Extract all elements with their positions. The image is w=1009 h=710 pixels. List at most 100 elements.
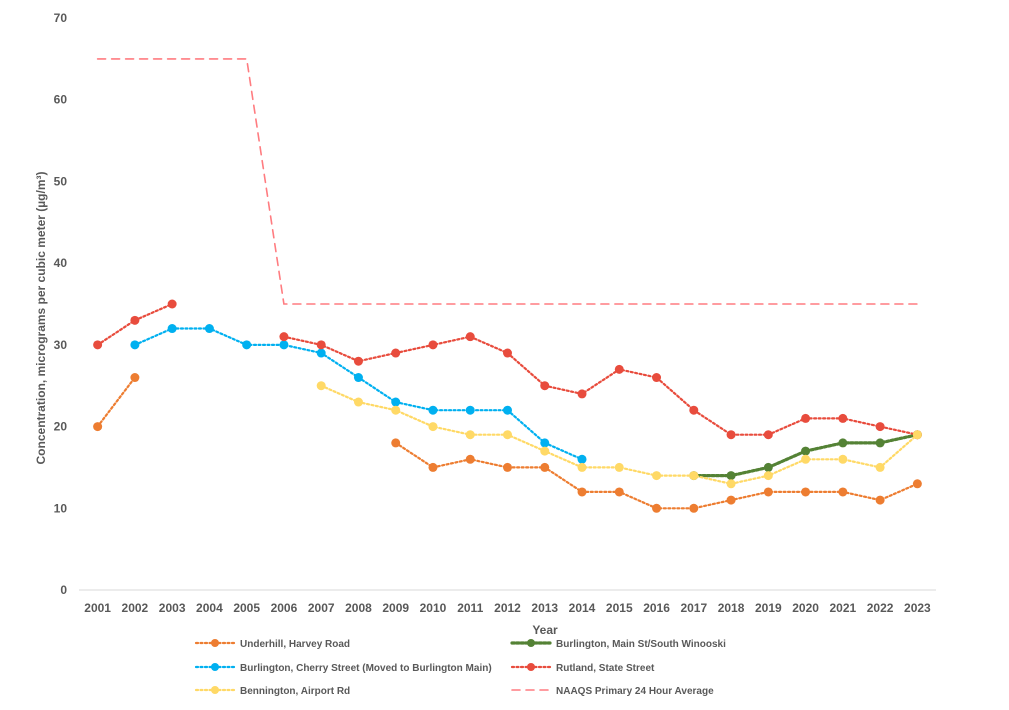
- y-axis-title-group: Concentration, micrograms per cubic mete…: [34, 172, 48, 465]
- data-point: [875, 495, 885, 505]
- y-tick-label: 10: [54, 501, 68, 515]
- data-point: [540, 462, 550, 472]
- data-point: [838, 413, 848, 423]
- data-point: [428, 340, 438, 350]
- data-point: [503, 348, 512, 358]
- x-tick-label: 2019: [755, 601, 782, 615]
- data-point: [540, 446, 550, 456]
- x-axis: 2001 2002 2003 2004 2005 2006 2007 2008 2009 2010…: [79, 589, 936, 615]
- data-point: [577, 462, 587, 472]
- y-tick-label: 20: [54, 420, 68, 434]
- data-point: [689, 405, 699, 415]
- data-point: [801, 413, 811, 423]
- x-tick-label: 2016: [643, 601, 670, 615]
- y-tick-label: 30: [54, 338, 68, 352]
- series-layer: [93, 58, 922, 513]
- series-line: [96, 376, 136, 428]
- series-3: [93, 299, 922, 440]
- y-tick-label: 0: [60, 583, 67, 597]
- x-tick-label: 2015: [606, 601, 633, 615]
- x-tick-label: 2002: [122, 601, 149, 615]
- x-tick-label: 2004: [196, 601, 223, 615]
- data-point: [465, 405, 475, 415]
- legend-item: Underhill, Harvey Road: [194, 639, 350, 650]
- data-point: [465, 454, 475, 464]
- data-point: [93, 340, 103, 350]
- data-point: [540, 381, 550, 391]
- x-tick-label: 2020: [792, 601, 819, 615]
- x-tick-label: 2011: [457, 601, 483, 615]
- legend-swatch-marker: [211, 663, 219, 671]
- data-point: [614, 462, 624, 472]
- x-tick-label: 2021: [829, 601, 856, 615]
- data-point: [428, 462, 438, 472]
- legend-swatch-marker: [527, 663, 535, 671]
- data-point: [391, 438, 401, 448]
- legend-swatch-marker: [211, 686, 219, 694]
- data-point: [577, 454, 587, 464]
- data-point: [93, 422, 103, 432]
- series-0: [93, 373, 922, 513]
- data-point: [279, 332, 289, 342]
- legend-item: NAAQS Primary 24 Hour Average: [511, 686, 714, 697]
- legend-swatch-marker: [211, 639, 219, 647]
- data-point: [391, 405, 401, 415]
- x-tick-label: 2001: [84, 601, 111, 615]
- y-axis-ticks: 0 10 20 30 40 50 60 70: [54, 11, 68, 597]
- data-point: [801, 454, 811, 464]
- series-line: [282, 335, 919, 436]
- x-tick-label: 2018: [718, 601, 745, 615]
- data-point: [726, 430, 736, 440]
- legend-label: Bennington, Airport Rd: [240, 686, 350, 697]
- legend-label: Burlington, Main St/South Winooski: [556, 639, 726, 650]
- data-point: [763, 487, 773, 497]
- data-point: [652, 503, 662, 513]
- legend-item: Rutland, State Street: [510, 663, 655, 674]
- data-point: [838, 454, 848, 464]
- legend-label: NAAQS Primary 24 Hour Average: [556, 686, 714, 697]
- data-point: [726, 471, 736, 481]
- data-point: [503, 430, 512, 440]
- data-point: [167, 324, 177, 334]
- y-tick-label: 40: [54, 256, 68, 270]
- x-tick-label: 2003: [159, 601, 186, 615]
- x-tick-label: 2022: [867, 601, 894, 615]
- x-tick-label: 2007: [308, 601, 335, 615]
- data-point: [652, 471, 662, 481]
- data-point: [875, 438, 885, 448]
- data-point: [391, 397, 401, 407]
- data-point: [130, 315, 140, 325]
- legend-item: Burlington, Cherry Street (Moved to Burl…: [194, 663, 492, 674]
- data-point: [763, 462, 773, 472]
- y-tick-label: 50: [54, 174, 68, 188]
- data-point: [577, 487, 587, 497]
- series-2: [130, 324, 587, 464]
- legend-label: Burlington, Cherry Street (Moved to Burl…: [240, 663, 492, 674]
- x-tick-label: 2008: [345, 601, 372, 615]
- data-point: [726, 495, 736, 505]
- legend-item: Bennington, Airport Rd: [194, 686, 350, 697]
- data-point: [801, 446, 811, 456]
- data-point: [577, 389, 587, 399]
- x-tick-label: 2009: [382, 601, 409, 615]
- data-point: [838, 487, 848, 497]
- y-tick-label: 60: [54, 93, 68, 107]
- data-point: [763, 471, 773, 481]
- series-line: [133, 327, 584, 461]
- data-point: [503, 405, 512, 415]
- legend: Underhill, Harvey Road Burlington, Main S…: [194, 639, 726, 697]
- data-point: [689, 503, 699, 513]
- legend-label: Rutland, State Street: [556, 663, 655, 674]
- x-tick-label: 2010: [420, 601, 447, 615]
- data-point: [391, 348, 401, 358]
- data-point: [242, 340, 252, 350]
- data-point: [204, 324, 214, 334]
- data-point: [503, 462, 512, 472]
- data-point: [316, 340, 326, 350]
- data-point: [875, 462, 885, 472]
- data-point: [614, 487, 624, 497]
- data-point: [428, 422, 438, 432]
- x-tick-label: 2012: [494, 601, 521, 615]
